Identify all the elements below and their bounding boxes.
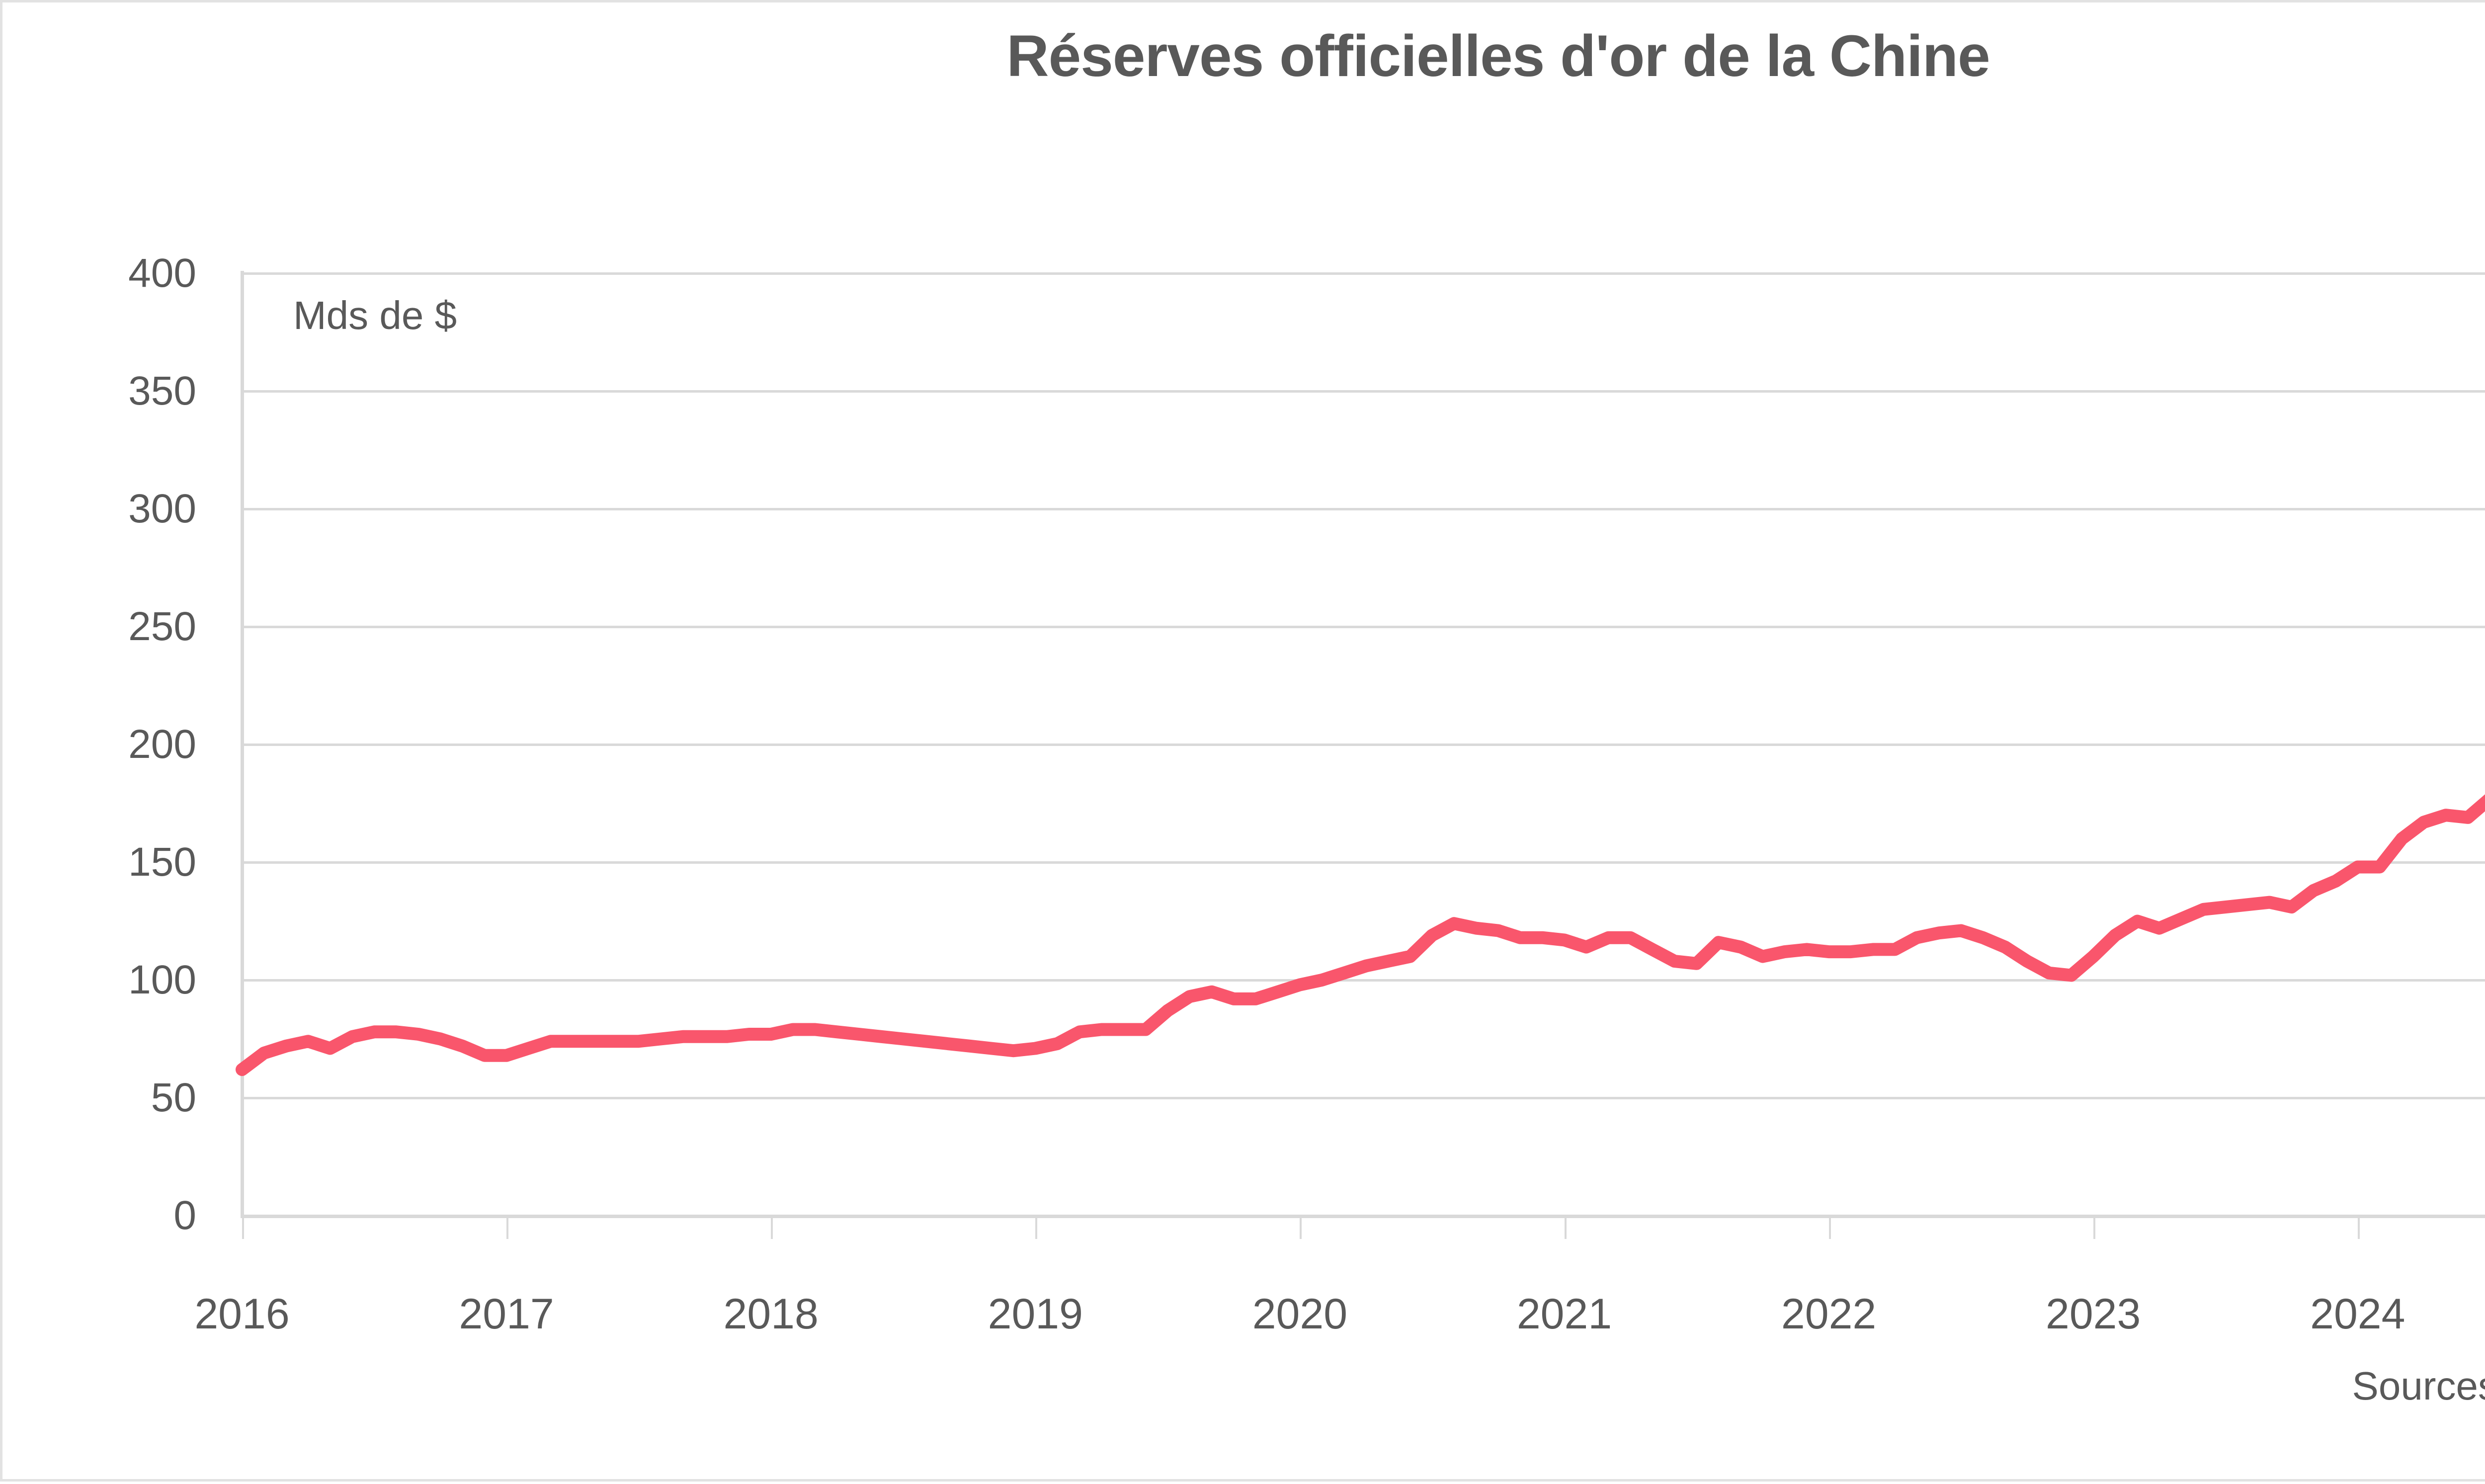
- x-axis-tick: [2093, 1218, 2095, 1239]
- y-axis-tick-label: 100: [128, 957, 196, 1002]
- x-axis-tick: [1035, 1218, 1038, 1239]
- y-axis-tick-labels: 0 50 100 150 200 250 300 350 400: [2, 2, 226, 1484]
- gridline: [242, 861, 2485, 864]
- x-axis-tick-label: 2020: [1252, 1290, 1348, 1338]
- page-title: Réserves officielles d'or de la Chine: [1006, 23, 1990, 89]
- gridline: [242, 272, 2485, 275]
- y-axis-tick-label: 0: [173, 1193, 196, 1238]
- y-axis-tick-label: 350: [128, 368, 196, 413]
- y-axis-tick-label: 200: [128, 722, 196, 767]
- x-axis-tick: [2357, 1218, 2360, 1239]
- sources-label: Sources : Bloomberg, Ostrum AM: [2352, 1364, 2485, 1408]
- x-axis-tick-label: 2023: [2046, 1290, 2141, 1338]
- x-axis-tick-label: 2024: [2310, 1290, 2405, 1338]
- y-axis-tick-label: 150: [128, 839, 196, 885]
- y-axis-tick-label: 400: [128, 250, 196, 296]
- gridline: [242, 979, 2485, 982]
- plot-area: [236, 272, 2485, 1217]
- data-series-line: [236, 794, 2485, 1076]
- y-axis-unit-label: Mds de $: [293, 293, 457, 337]
- gridline: [242, 507, 2485, 510]
- x-axis-tick-label: 2016: [194, 1290, 290, 1338]
- y-axis-tick-label: 50: [151, 1075, 196, 1120]
- x-axis-tick: [771, 1218, 773, 1239]
- x-axis-tick: [1300, 1218, 1302, 1239]
- x-axis-tick: [506, 1218, 509, 1239]
- x-axis-tick: [1564, 1218, 1567, 1239]
- y-axis-tick-label: 300: [128, 486, 196, 531]
- x-axis-tick: [1828, 1218, 1831, 1239]
- x-axis-tick-label: 2017: [459, 1290, 554, 1338]
- x-axis-tick: [242, 1218, 244, 1239]
- gridline: [242, 1096, 2485, 1099]
- x-axis-tick-label: 2021: [1516, 1290, 1612, 1338]
- y-axis-tick-label: 250: [128, 604, 196, 649]
- x-axis-tick-label: 2019: [988, 1290, 1083, 1338]
- x-axis-tick-label: 2022: [1781, 1290, 1877, 1338]
- gridline: [242, 625, 2485, 628]
- x-axis-tick-label: 2018: [723, 1290, 819, 1338]
- gridline: [242, 743, 2485, 746]
- gridline: [242, 1214, 2485, 1217]
- series-polyline: [236, 794, 2485, 1076]
- gridline: [242, 390, 2485, 393]
